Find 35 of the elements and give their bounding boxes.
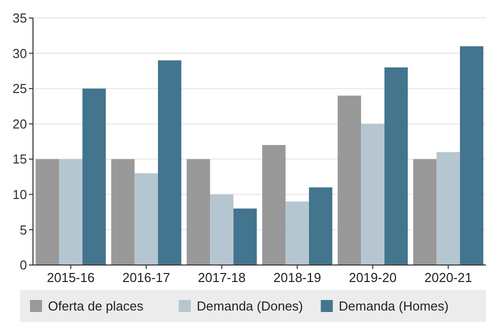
- y-tick-label: 15: [12, 152, 27, 167]
- bar: [338, 96, 362, 265]
- y-tick-label: 20: [12, 116, 27, 132]
- x-tick-label: 2016-17: [122, 270, 170, 285]
- x-tick-label: 2018-19: [273, 270, 322, 285]
- legend-label: Demanda (Dones): [196, 298, 304, 314]
- bar: [460, 46, 484, 265]
- y-tick-label: 0: [20, 258, 27, 273]
- y-tick-label: 35: [12, 10, 27, 26]
- y-tick-label: 30: [12, 46, 27, 61]
- bar: [262, 145, 286, 265]
- bar: [134, 173, 158, 265]
- x-tick-label: 2020-21: [424, 270, 472, 285]
- x-tick-label: 2015-16: [46, 270, 95, 285]
- bar: [361, 124, 384, 265]
- x-tick-label: 2019-20: [348, 270, 397, 285]
- bar: [384, 67, 408, 265]
- legend-label: Oferta de places: [48, 298, 144, 314]
- legend-label: Demanda (Homes): [338, 298, 449, 314]
- bar: [286, 201, 309, 265]
- bar: [186, 159, 210, 265]
- bar: [413, 159, 437, 265]
- bar: [233, 208, 257, 265]
- bar: [210, 194, 234, 265]
- y-tick-label: 10: [12, 186, 27, 202]
- x-tick-label: 2017-18: [198, 270, 246, 285]
- bar: [436, 152, 460, 265]
- bar: [158, 60, 182, 265]
- bar: [82, 88, 106, 265]
- bar: [59, 159, 82, 265]
- bar: [308, 187, 332, 265]
- y-tick-label: 25: [12, 81, 27, 96]
- bar: [111, 159, 135, 265]
- y-tick-label: 5: [20, 222, 27, 238]
- bar: [36, 159, 60, 265]
